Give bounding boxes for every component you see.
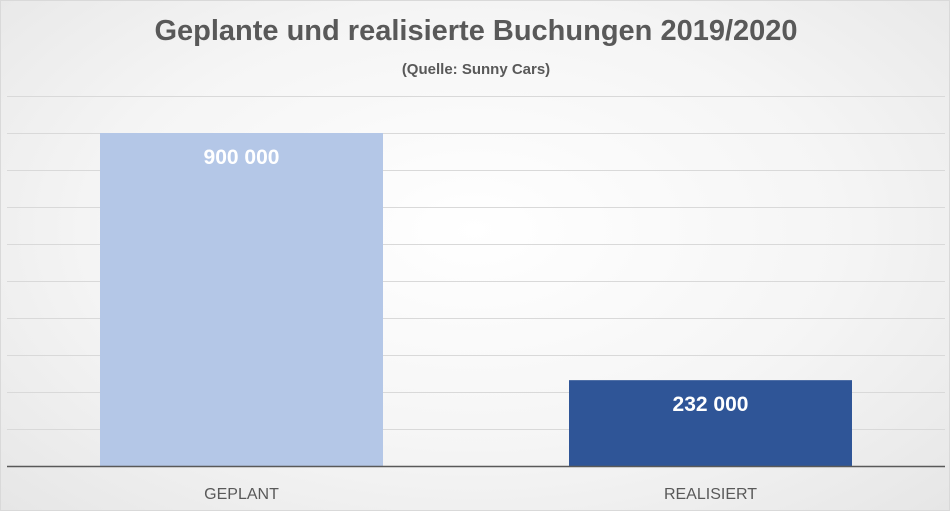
data-label: 232 000	[673, 393, 749, 416]
chart-title: Geplante und realisierte Buchungen 2019/…	[154, 15, 798, 47]
bar-realisiert	[569, 380, 852, 466]
chart-subtitle: (Quelle: Sunny Cars)	[401, 61, 551, 78]
data-label: 900 000	[204, 146, 280, 169]
x-tick-label: GEPLANT	[204, 486, 279, 503]
bar-geplant	[100, 133, 383, 466]
x-tick-label: REALISIERT	[664, 486, 757, 503]
